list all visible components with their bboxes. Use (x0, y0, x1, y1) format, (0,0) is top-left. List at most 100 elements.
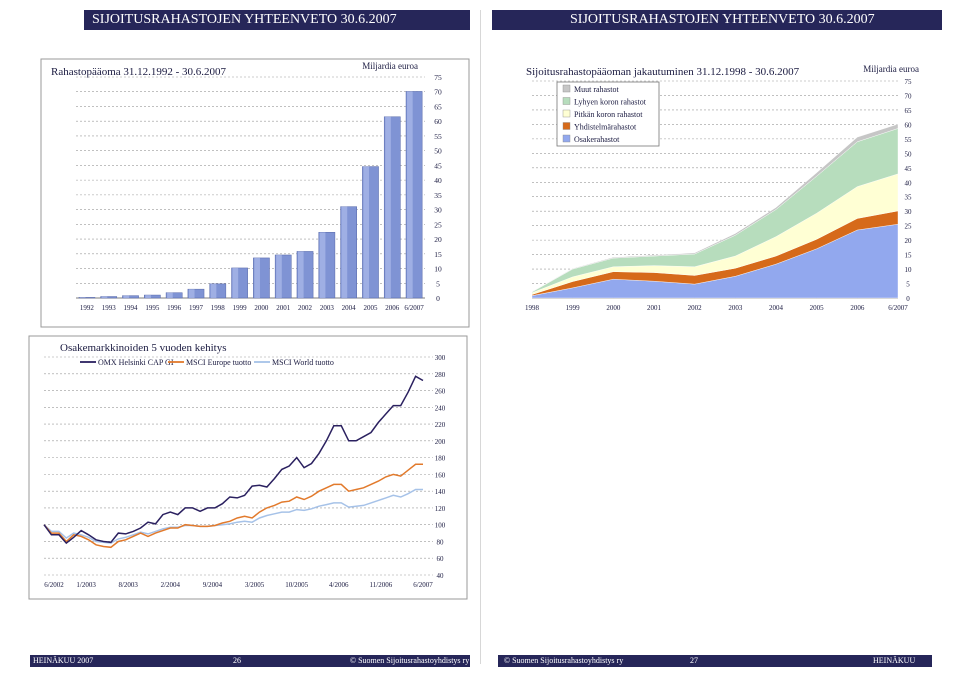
y-tick-label: 70 (434, 88, 442, 97)
legend-swatch (562, 109, 571, 118)
x-tick-label: 1994 (124, 304, 139, 312)
x-tick-label: 8/2003 (118, 581, 138, 589)
bar (122, 295, 139, 299)
x-tick-label: 11/2006 (370, 581, 393, 589)
chart-title: Sijoitusrahastopääoman jakautuminen 31.1… (526, 66, 800, 78)
y-tick-label: 55 (434, 132, 442, 141)
y-tick-label: 70 (905, 92, 913, 100)
y-tick-label: 10 (905, 266, 913, 274)
legend-label: MSCI Europe tuotto (186, 358, 251, 367)
footer-right-month: HEINÄKUU 2007 (873, 656, 916, 677)
bar-highlight (188, 289, 195, 298)
right-page-header: SIJOITUSRAHASTOJEN YHTEENVETO 30.6.2007 (492, 10, 942, 30)
footer-right-page-number: 27 (690, 656, 698, 665)
legend-swatch (562, 134, 571, 143)
x-tick-label: 1992 (80, 304, 95, 312)
y-tick-label: 40 (905, 179, 913, 187)
y-tick-label: 40 (434, 176, 442, 185)
x-tick-label: 6/2007 (404, 304, 424, 312)
x-tick-label: 1998 (211, 304, 226, 312)
y-tick-label: 220 (435, 421, 446, 429)
x-tick-label: 6/2002 (44, 581, 64, 589)
x-tick-label: 1995 (145, 304, 160, 312)
legend-swatch (562, 122, 571, 130)
bar-highlight (145, 295, 151, 298)
x-tick-label: 1996 (167, 304, 182, 312)
y-tick-label: 30 (905, 208, 913, 216)
y-tick-label: 140 (435, 488, 446, 496)
page-divider (480, 10, 481, 664)
x-tick-label: 2003 (728, 304, 743, 312)
legend-label: Pitkän koron rahastot (574, 110, 643, 119)
x-tick-label: 6/2007 (888, 304, 908, 312)
x-tick-label: 1993 (102, 304, 117, 312)
fund-distribution-area-chart: Sijoitusrahastopääoman jakautuminen 31.1… (525, 64, 919, 312)
y-tick-label: 5 (906, 281, 910, 289)
x-tick-label: 2004 (342, 304, 357, 312)
y-tick-label: 15 (905, 252, 913, 260)
y-tick-label: 20 (434, 235, 442, 244)
x-tick-label: 3/2005 (245, 581, 265, 589)
legend-label: Yhdistelmärahastot (574, 123, 637, 132)
legend-swatch (562, 84, 571, 93)
bar-highlight (210, 283, 217, 298)
x-tick-label: 1999 (233, 304, 248, 312)
y-tick-label: 50 (905, 150, 913, 158)
x-tick-label: 2003 (320, 304, 335, 312)
bar-highlight (407, 91, 413, 299)
y-tick-label: 60 (437, 555, 445, 563)
y-tick-label: 100 (435, 522, 446, 530)
bar-highlight (319, 232, 326, 298)
y-tick-label: 160 (435, 471, 446, 479)
chart-frame (28, 335, 468, 600)
y-tick-label: 65 (905, 107, 913, 115)
x-tick-label: 2001 (276, 304, 291, 312)
y-tick-label: 300 (435, 354, 446, 362)
area-series (531, 123, 899, 293)
x-tick-label: 2006 (385, 304, 400, 312)
y-tick-label: 65 (434, 102, 442, 111)
footer-left-month: HEINÄKUU 2007 (33, 656, 94, 665)
y-tick-label: 180 (435, 455, 446, 463)
right-page-footer: © Suomen Sijoitusrahastoyhdistys ry 27 H… (498, 655, 932, 677)
y-tick-label: 25 (434, 220, 442, 229)
legend-label: Muut rahastot (574, 85, 619, 94)
line-series (43, 375, 424, 545)
y-tick-label: 75 (434, 73, 442, 82)
x-tick-label: 2/2004 (161, 581, 181, 589)
x-tick-label: 1/2003 (76, 581, 96, 589)
y-tick-label: 60 (905, 121, 913, 129)
y-tick-label: 5 (436, 279, 440, 288)
bar-highlight (167, 292, 173, 298)
legend-label: OMX Helsinki CAP GI (98, 358, 174, 367)
y-tick-label: 40 (437, 572, 445, 580)
y-tick-label: 60 (434, 117, 442, 126)
y-tick-label: 240 (435, 404, 446, 412)
x-tick-label: 2004 (769, 304, 784, 312)
chart-legend (556, 81, 660, 147)
footer-right-copyright: © Suomen Sijoitusrahastoyhdistys ry (504, 656, 624, 665)
y-tick-label: 55 (905, 136, 913, 144)
y-tick-label: 0 (436, 294, 440, 303)
bar-highlight (79, 297, 86, 298)
footer-left-page-number: 26 (233, 656, 241, 665)
bar-highlight (276, 254, 282, 298)
x-tick-label: 1997 (189, 304, 204, 312)
bar (165, 292, 183, 299)
footer-left-copyright: © Suomen Sijoitusrahastoyhdistys ry (350, 656, 470, 665)
x-tick-label: 2006 (850, 304, 865, 312)
bar (187, 288, 205, 299)
x-tick-label: 1999 (566, 304, 581, 312)
y-tick-label: 280 (435, 371, 446, 379)
x-tick-label: 2002 (688, 304, 703, 312)
y-tick-label: 10 (434, 265, 442, 274)
y-tick-label: 0 (906, 295, 910, 303)
bar-highlight (341, 206, 348, 298)
chart-unit: Miljardia euroa (863, 64, 919, 74)
y-tick-label: 35 (905, 194, 913, 202)
bar-highlight (232, 267, 239, 298)
y-tick-label: 50 (434, 147, 442, 156)
legend-swatch (562, 97, 571, 105)
x-tick-label: 1998 (525, 304, 540, 312)
x-tick-label: 2001 (647, 304, 662, 312)
